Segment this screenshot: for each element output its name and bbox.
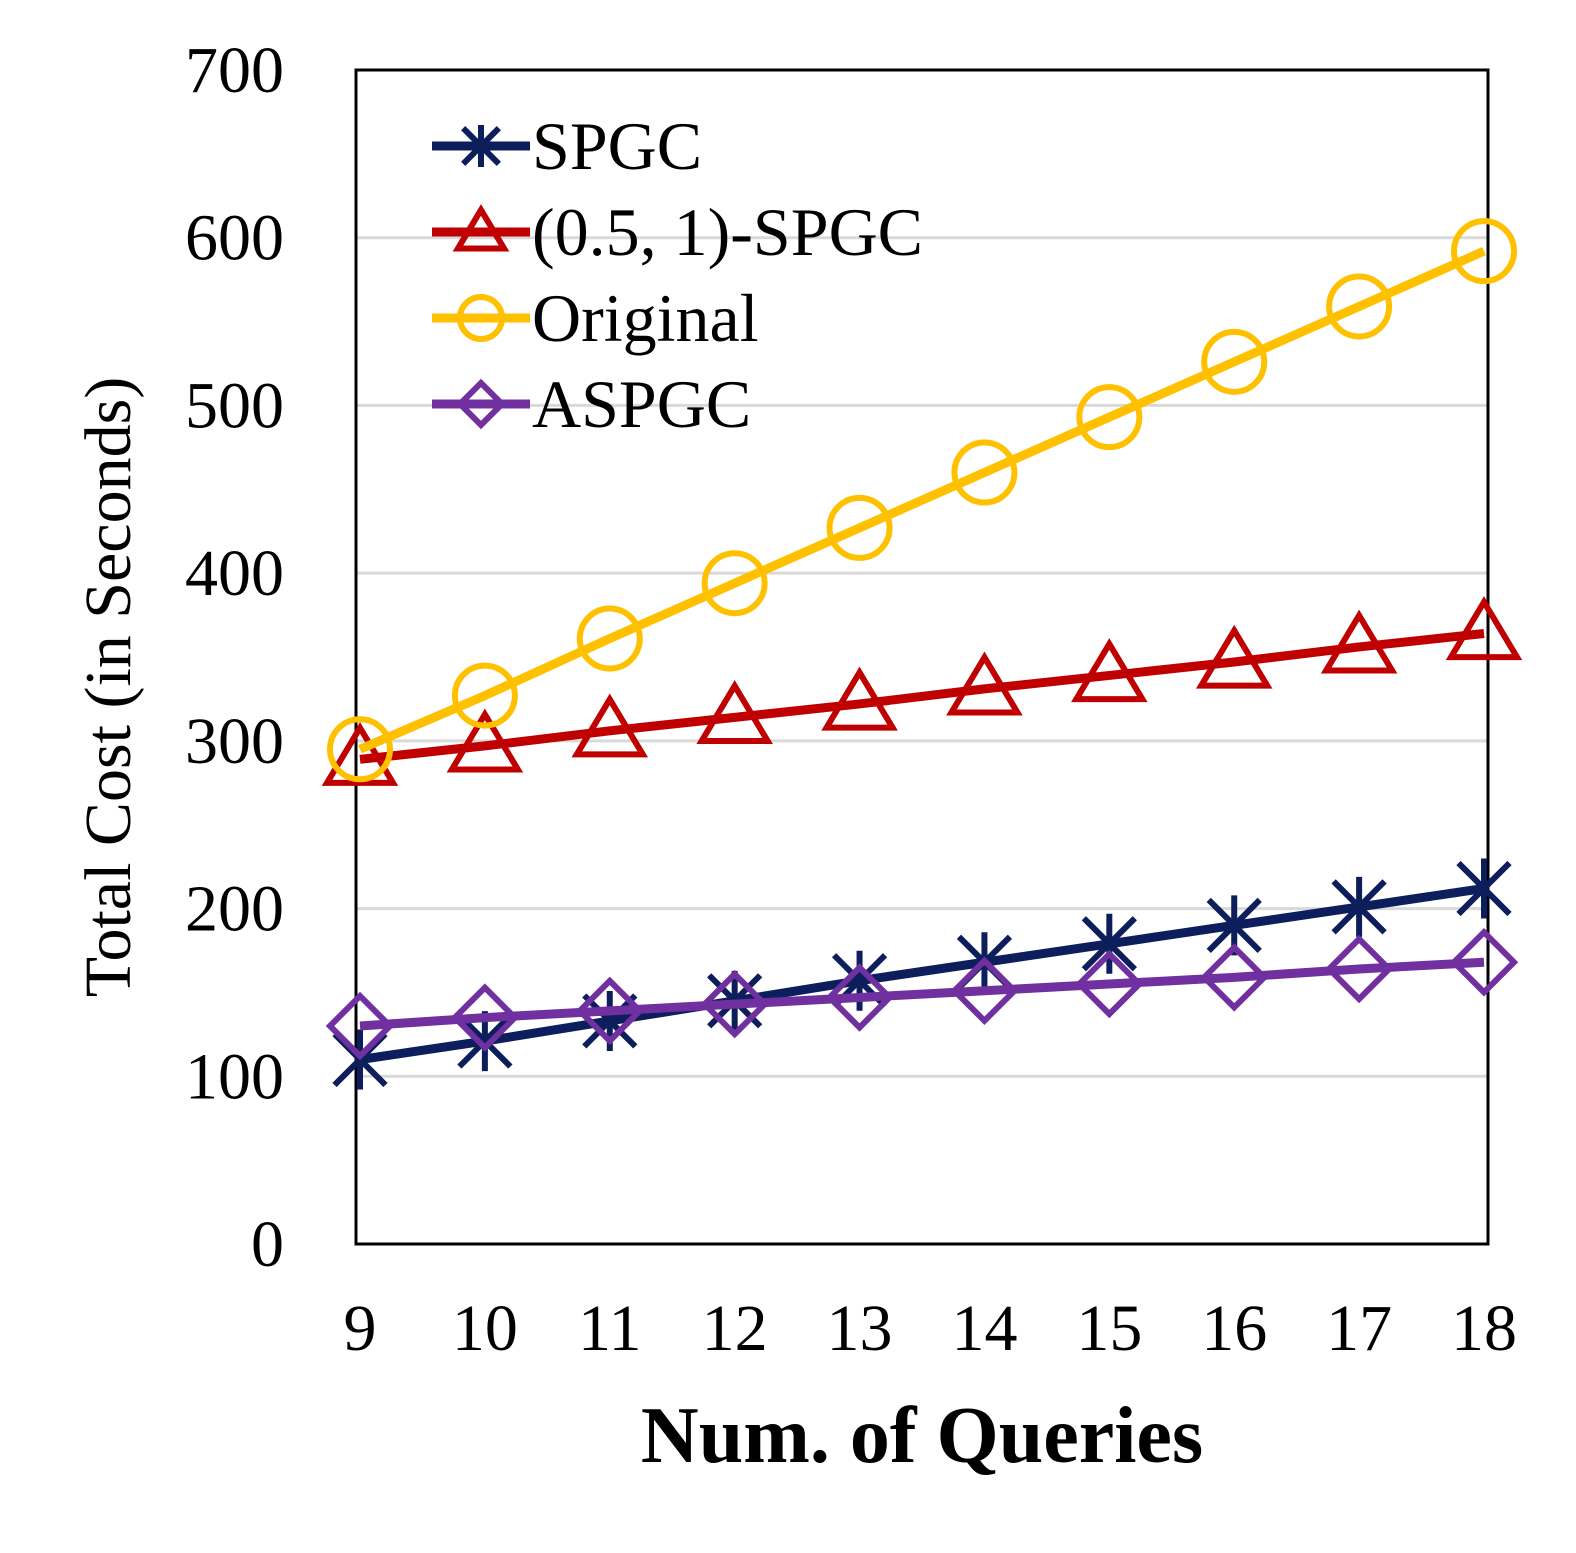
data-point: [1201, 328, 1268, 395]
data-point: [575, 976, 645, 1046]
y-tick-label: 600: [185, 202, 284, 275]
data-point: [1195, 624, 1273, 689]
data-point: [576, 605, 643, 672]
legend-entry: SPGC: [432, 108, 702, 184]
x-tick-label: 9: [344, 1292, 377, 1365]
data-point: [1331, 876, 1387, 937]
data-point: [1324, 934, 1394, 1004]
data-point: [325, 991, 395, 1061]
x-tick-label: 18: [1451, 1292, 1517, 1365]
x-tick-label: 16: [1201, 1292, 1267, 1365]
y-axis-ticks: 0 100 200 300 400 500 600 700: [185, 34, 284, 1281]
x-tick-label: 17: [1326, 1292, 1392, 1365]
data-point: [571, 693, 649, 758]
data-point: [701, 550, 768, 617]
data-point: [821, 666, 898, 731]
data-point: [951, 439, 1018, 506]
x-axis-ticks: 9 10 11 12 13 14 15 16 17 18: [344, 1292, 1518, 1365]
data-point: [1456, 858, 1512, 919]
data-point: [1075, 949, 1144, 1019]
y-tick-label: 100: [185, 1040, 284, 1113]
series-aspgc: [325, 927, 1519, 1061]
series-line: [359, 883, 1485, 1064]
legend: SPGC (0.5, 1)-SPGC Original ASPGC: [432, 108, 923, 442]
y-tick-label: 400: [185, 537, 284, 610]
data-point: [826, 494, 893, 561]
data-point: [1199, 943, 1269, 1012]
data-point: [1320, 609, 1398, 674]
data-point: [451, 662, 518, 729]
data-point: [450, 983, 520, 1052]
gridlines: [356, 236, 1488, 1078]
series-line: [358, 247, 1486, 754]
series-line: [359, 629, 1485, 764]
y-tick-label: 200: [185, 873, 284, 946]
x-tick-label: 12: [702, 1292, 768, 1365]
data-point: [446, 708, 524, 773]
x-tick-label: 10: [452, 1292, 518, 1365]
data-point: [1081, 913, 1137, 974]
data-point: [327, 716, 393, 783]
data-point: [1326, 273, 1393, 340]
series-original: [327, 218, 1517, 783]
legend-marker: [452, 204, 510, 252]
legend-entry: (0.5, 1)-SPGC: [432, 194, 923, 270]
legend-marker: [461, 125, 501, 167]
data-point: [1445, 596, 1523, 661]
data-point: [1451, 218, 1517, 285]
legend-label: SPGC: [532, 108, 702, 184]
y-tick-label: 300: [185, 705, 284, 778]
data-point: [946, 651, 1023, 716]
series-0-5-1-spgc: [321, 596, 1523, 786]
series-line: [359, 957, 1485, 1031]
y-tick-label: 0: [251, 1208, 284, 1281]
legend-entry: Original: [432, 280, 759, 356]
data-point: [321, 721, 399, 786]
data-point: [825, 963, 894, 1032]
x-tick-label: 11: [578, 1292, 642, 1365]
data-point: [1449, 927, 1519, 997]
y-axis-title: Total Cost (in Seconds): [72, 377, 145, 998]
legend-label: Original: [532, 280, 759, 356]
legend-marker: [455, 378, 507, 430]
data-point: [1071, 638, 1148, 703]
legend-label: (0.5, 1)-SPGC: [532, 194, 923, 270]
y-tick-label: 500: [185, 369, 284, 442]
data-point: [696, 680, 773, 745]
legend-entry: ASPGC: [432, 366, 751, 442]
data-point: [950, 956, 1019, 1025]
data-point: [700, 969, 769, 1039]
legend-label: ASPGC: [532, 366, 751, 442]
y-tick-label: 700: [185, 34, 284, 107]
x-tick-label: 13: [827, 1292, 893, 1365]
legend-marker: [457, 294, 505, 342]
data-point: [1076, 384, 1143, 451]
x-tick-label: 14: [951, 1292, 1017, 1365]
x-tick-label: 15: [1076, 1292, 1142, 1365]
x-axis-title: Num. of Queries: [641, 1392, 1203, 1480]
series-layer: [321, 218, 1523, 1090]
